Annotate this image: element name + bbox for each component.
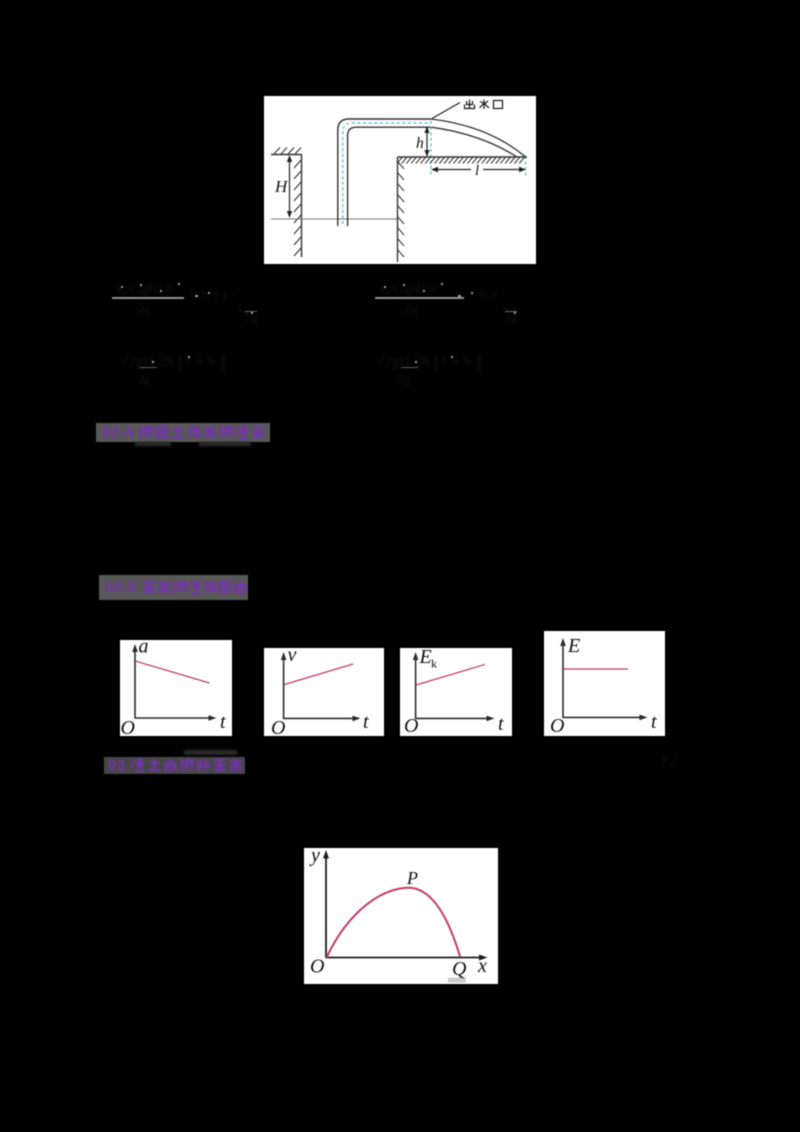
svg-text:t: t (363, 711, 369, 733)
svg-text:t: t (498, 713, 504, 735)
svg-text:k: k (431, 657, 437, 671)
svg-text:l: l (475, 163, 479, 179)
svg-text:O: O (310, 956, 324, 978)
svg-text:H: H (274, 177, 289, 196)
svg-text:t: t (651, 711, 657, 733)
svg-text:O: O (271, 717, 285, 736)
svg-text:O: O (121, 717, 135, 736)
svg-text:P: P (406, 868, 418, 888)
svg-text:y: y (309, 848, 320, 867)
svg-text:O: O (550, 715, 564, 736)
svg-text:h: h (416, 135, 424, 152)
svg-text:v: v (288, 648, 297, 666)
svg-text:E: E (419, 648, 432, 668)
svg-text:t: t (220, 711, 226, 733)
svg-text:x: x (477, 955, 487, 977)
svg-text:E: E (567, 635, 580, 657)
svg-text:O: O (404, 715, 418, 736)
svg-text:a: a (139, 640, 149, 658)
svg-text:Q: Q (452, 958, 467, 980)
